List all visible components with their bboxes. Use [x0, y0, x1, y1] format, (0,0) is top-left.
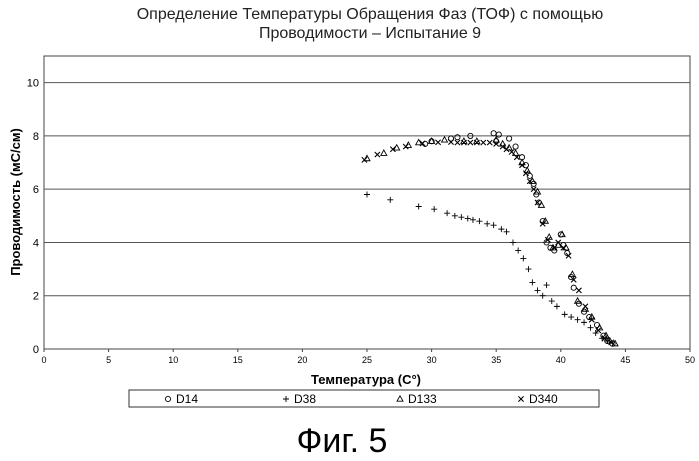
- x-tick-label: 45: [620, 355, 630, 365]
- x-tick-label: 40: [556, 355, 566, 365]
- y-tick-label: 0: [33, 344, 39, 356]
- x-axis-label: Температура (С°): [311, 372, 421, 387]
- x-tick-label: 20: [297, 355, 307, 365]
- x-tick-label: 30: [427, 355, 437, 365]
- y-tick-label: 8: [33, 131, 39, 143]
- x-tick-label: 25: [362, 355, 372, 365]
- y-axis-label: Проводимость (мС/см): [8, 128, 23, 276]
- plot-area: [44, 56, 690, 349]
- x-tick-label: 15: [233, 355, 243, 365]
- y-tick-label: 4: [33, 237, 39, 249]
- legend-label-d14: D14: [176, 392, 198, 406]
- y-tick-label: 10: [27, 78, 39, 90]
- chart-title-line-1: Определение Температуры Обращения Фаз (Т…: [137, 6, 604, 23]
- x-tick-label: 35: [491, 355, 501, 365]
- figure-caption: Фиг. 5: [297, 422, 388, 460]
- x-tick-label: 0: [41, 355, 46, 365]
- legend-label-d340: D340: [529, 392, 558, 406]
- y-tick-label: 6: [33, 184, 39, 196]
- legend-label-d133: D133: [408, 392, 437, 406]
- legend-label-d38: D38: [294, 392, 316, 406]
- chart-title-line-2: Проводимости – Испытание 9: [259, 25, 481, 42]
- x-tick-label: 5: [106, 355, 111, 365]
- x-tick-label: 50: [685, 355, 695, 365]
- x-tick-label: 10: [168, 355, 178, 365]
- y-tick-label: 2: [33, 291, 39, 303]
